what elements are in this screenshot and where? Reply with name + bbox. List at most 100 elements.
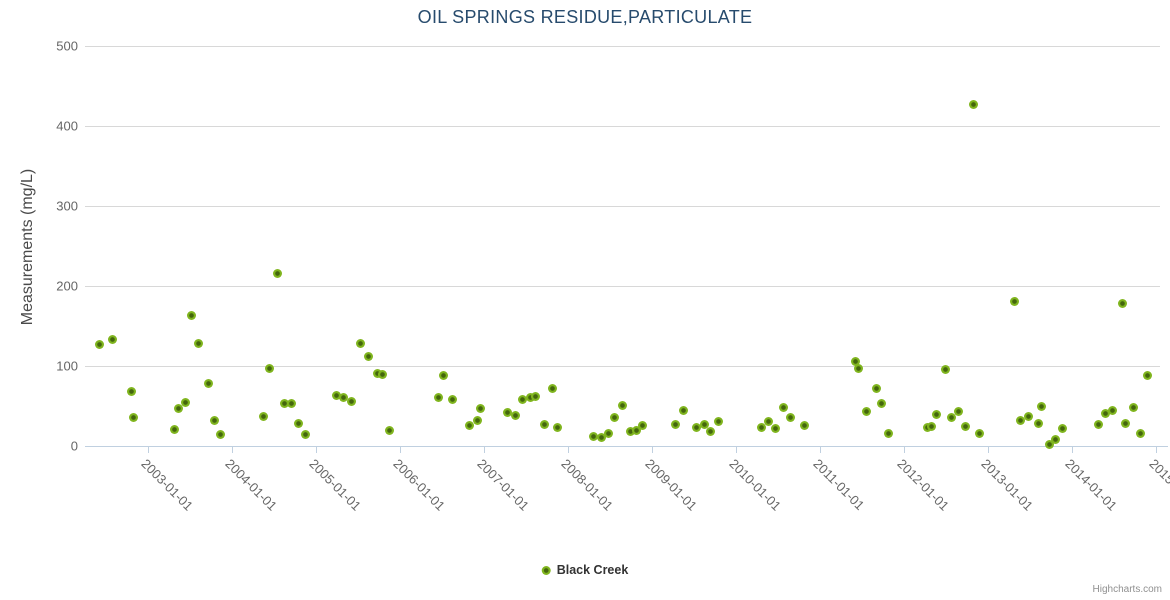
data-point[interactable] <box>884 429 894 438</box>
data-point[interactable] <box>476 404 486 414</box>
data-point[interactable] <box>215 429 225 439</box>
data-point[interactable] <box>940 365 950 375</box>
data-point[interactable] <box>961 421 971 431</box>
data-point[interactable] <box>625 426 635 436</box>
data-point[interactable] <box>181 397 191 407</box>
credits-link[interactable]: Highcharts.com <box>1092 584 1162 595</box>
data-point[interactable] <box>1033 419 1043 429</box>
data-point[interactable] <box>618 401 627 411</box>
data-point[interactable] <box>700 420 710 430</box>
data-point[interactable] <box>1121 419 1131 429</box>
legend-marker-icon <box>541 565 551 575</box>
data-point[interactable] <box>589 432 599 442</box>
data-point[interactable] <box>1100 409 1110 419</box>
data-point[interactable] <box>969 99 979 109</box>
data-point[interactable] <box>770 424 780 434</box>
data-point[interactable] <box>472 416 482 426</box>
data-point[interactable] <box>1023 412 1033 422</box>
data-point[interactable] <box>632 425 642 435</box>
data-point[interactable] <box>346 397 356 407</box>
data-point[interactable] <box>94 340 104 350</box>
data-point[interactable] <box>447 394 457 404</box>
data-point[interactable] <box>518 394 528 404</box>
data-point[interactable] <box>332 391 342 401</box>
data-point[interactable] <box>434 393 444 403</box>
data-point[interactable] <box>610 413 620 423</box>
data-point[interactable] <box>932 409 942 419</box>
data-point[interactable] <box>853 364 863 374</box>
data-point[interactable] <box>1016 416 1026 426</box>
data-point[interactable] <box>713 417 723 427</box>
data-point[interactable] <box>862 406 872 416</box>
data-point[interactable] <box>800 421 810 431</box>
data-point[interactable] <box>757 423 767 433</box>
data-point[interactable] <box>539 420 549 430</box>
data-point[interactable] <box>691 423 701 433</box>
data-point[interactable] <box>553 423 563 433</box>
data-point[interactable] <box>265 364 275 374</box>
data-point[interactable] <box>293 418 303 428</box>
data-point[interactable] <box>1051 435 1061 445</box>
data-point[interactable] <box>279 398 289 408</box>
data-point[interactable] <box>1058 424 1068 434</box>
data-point[interactable] <box>1094 420 1104 430</box>
data-point[interactable] <box>1010 297 1020 307</box>
data-point[interactable] <box>502 408 512 418</box>
data-point[interactable] <box>364 351 374 361</box>
data-point[interactable] <box>764 417 774 427</box>
data-point[interactable] <box>1108 405 1118 415</box>
data-point[interactable] <box>785 413 795 423</box>
data-point[interactable] <box>1136 429 1146 438</box>
x-tick <box>568 447 569 453</box>
data-point[interactable] <box>439 371 449 381</box>
data-point[interactable] <box>603 429 613 438</box>
data-point[interactable] <box>385 425 395 435</box>
data-point[interactable] <box>126 386 136 396</box>
data-point[interactable] <box>974 429 984 438</box>
data-point[interactable] <box>679 405 689 415</box>
legend-item-black-creek[interactable]: Black Creek <box>541 563 628 577</box>
data-point[interactable] <box>209 416 219 426</box>
data-point[interactable] <box>1117 298 1127 308</box>
data-point[interactable] <box>526 393 536 403</box>
data-point[interactable] <box>287 398 297 408</box>
x-tick-label: 2015-01-01 <box>1146 456 1170 514</box>
data-point[interactable] <box>953 406 963 416</box>
data-point[interactable] <box>339 393 349 403</box>
data-point[interactable] <box>947 413 957 423</box>
y-tick-label: 500 <box>56 38 78 54</box>
data-point[interactable] <box>638 421 648 431</box>
data-point[interactable] <box>193 338 203 348</box>
data-point[interactable] <box>779 402 789 412</box>
data-point[interactable] <box>272 269 282 279</box>
data-point[interactable] <box>670 420 680 430</box>
data-point[interactable] <box>465 421 475 431</box>
data-point[interactable] <box>1044 440 1054 450</box>
data-point[interactable] <box>377 369 387 379</box>
data-point[interactable] <box>300 429 310 439</box>
data-point[interactable] <box>510 410 520 420</box>
data-point[interactable] <box>203 379 213 389</box>
data-point[interactable] <box>173 404 183 414</box>
data-point[interactable] <box>1037 401 1047 411</box>
data-point[interactable] <box>187 310 197 320</box>
data-point[interactable] <box>1129 403 1139 413</box>
data-point[interactable] <box>108 334 118 344</box>
data-point[interactable] <box>597 433 606 442</box>
data-point[interactable] <box>355 338 365 348</box>
data-point[interactable] <box>129 413 139 423</box>
data-point[interactable] <box>169 425 179 435</box>
data-point[interactable] <box>259 412 269 422</box>
x-tick <box>1156 447 1157 453</box>
data-point[interactable] <box>372 369 382 379</box>
data-point[interactable] <box>871 384 881 394</box>
y-axis-title: Measurements (mg/L) <box>19 168 36 326</box>
data-point[interactable] <box>548 384 558 394</box>
x-tick-label: 2011-01-01 <box>810 456 868 513</box>
data-point[interactable] <box>927 421 937 431</box>
data-point[interactable] <box>1142 370 1152 380</box>
data-point[interactable] <box>876 398 886 408</box>
data-point[interactable] <box>850 357 860 367</box>
data-point[interactable] <box>531 392 541 402</box>
data-point[interactable] <box>706 427 716 437</box>
